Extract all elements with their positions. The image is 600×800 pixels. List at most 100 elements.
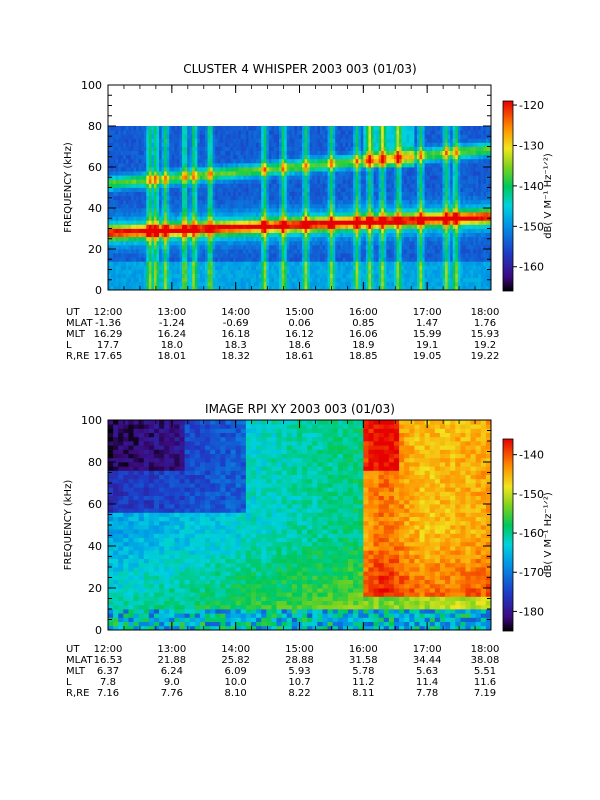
heatmap-cell — [355, 199, 359, 205]
heatmap-cell — [159, 130, 163, 135]
heatmap-cell — [296, 199, 300, 205]
heatmap-cell — [110, 138, 114, 143]
heatmap-cell — [199, 216, 203, 221]
heatmap-cell — [424, 175, 428, 180]
heatmap-cell — [350, 269, 354, 274]
heatmap-cell — [302, 228, 305, 233]
heatmap-cell — [325, 154, 328, 160]
heatmap-cell — [332, 208, 336, 213]
heatmap-cell — [243, 281, 247, 287]
heatmap-cell — [184, 142, 188, 147]
heatmap-cell — [381, 154, 385, 160]
heatmap-cell — [184, 162, 188, 168]
heatmap-cell — [424, 285, 428, 291]
heatmap-cell — [194, 285, 198, 291]
heatmap-cell — [182, 175, 185, 180]
heatmap-cell — [332, 273, 336, 279]
heatmap-cell — [376, 232, 380, 238]
heatmap-cell — [388, 208, 392, 213]
heatmap-cell — [373, 269, 377, 274]
heatmap-cell — [279, 273, 283, 279]
heatmap-cell — [199, 277, 203, 283]
heatmap-cell — [143, 277, 147, 283]
heatmap-cell — [248, 195, 252, 201]
heatmap-cell — [271, 199, 275, 205]
heatmap-cell — [406, 240, 410, 246]
heatmap-cell — [404, 126, 408, 131]
heatmap-cell — [409, 281, 413, 287]
heatmap-cell — [215, 195, 219, 201]
heatmap-cell — [194, 138, 198, 143]
heatmap-cell — [358, 162, 362, 168]
heatmap-cell — [261, 146, 265, 151]
heatmap-cell — [271, 216, 275, 221]
heatmap-cell — [179, 224, 183, 229]
heatmap-cell — [422, 269, 426, 274]
heatmap-cell — [353, 146, 357, 151]
heatmap-cell — [396, 150, 400, 156]
heatmap-cell — [108, 126, 111, 131]
heatmap-cell — [261, 216, 265, 221]
heatmap-cell — [215, 175, 219, 180]
heatmap-cell — [235, 220, 239, 225]
heatmap-cell — [279, 126, 283, 131]
heatmap-cell — [268, 167, 272, 172]
heatmap-cell — [166, 195, 170, 201]
heatmap-cell — [404, 208, 408, 213]
heatmap-cell — [307, 281, 311, 287]
heatmap-cell — [276, 126, 280, 131]
heatmap-cell — [370, 277, 374, 283]
heatmap-cell — [151, 126, 155, 131]
heatmap-cell — [240, 162, 244, 168]
heatmap-cell — [409, 146, 413, 151]
heatmap-cell — [159, 261, 163, 266]
heatmap-cell — [128, 179, 132, 184]
heatmap-cell — [419, 154, 423, 160]
heatmap-cell — [322, 216, 326, 221]
heatmap-cell — [271, 179, 275, 184]
heatmap-cell — [151, 154, 155, 160]
heatmap-cell — [388, 269, 392, 274]
heatmap-cell — [194, 191, 198, 197]
heatmap-cell — [340, 130, 344, 135]
heatmap-cell — [332, 191, 336, 197]
heatmap-cell — [120, 261, 124, 266]
heatmap-cell — [365, 232, 369, 238]
heatmap-cell — [115, 130, 119, 135]
heatmap-cell — [393, 154, 397, 160]
heatmap-cell — [238, 261, 242, 266]
heatmap-cell — [406, 167, 410, 172]
heatmap-cell — [182, 224, 185, 229]
heatmap-cell — [289, 244, 293, 250]
heatmap-cell — [217, 130, 221, 135]
heatmap-cell — [419, 158, 423, 164]
heatmap-cell — [228, 273, 231, 279]
heatmap-cell — [238, 249, 242, 254]
heatmap-cell — [253, 232, 257, 238]
heatmap-cell — [192, 281, 196, 287]
heatmap-cell — [179, 154, 183, 160]
heatmap-cell — [205, 191, 208, 197]
heatmap-cell — [263, 142, 267, 147]
heatmap-cell — [207, 265, 211, 270]
heatmap-cell — [151, 175, 155, 180]
heatmap-cell — [322, 269, 326, 274]
heatmap-cell — [291, 273, 295, 279]
heatmap-cell — [302, 253, 305, 258]
heatmap-cell — [340, 232, 344, 238]
heatmap-cell — [245, 175, 249, 180]
heatmap-cell — [332, 261, 336, 266]
heatmap-cell — [322, 244, 326, 250]
heatmap-cell — [240, 261, 244, 266]
heatmap-cell — [332, 126, 336, 131]
heatmap-cell — [228, 285, 231, 291]
heatmap-cell — [368, 269, 372, 274]
heatmap-cell — [373, 220, 377, 225]
heatmap-cell — [258, 150, 262, 156]
heatmap-cell — [322, 142, 326, 147]
heatmap-cell — [296, 216, 300, 221]
heatmap-cell — [319, 154, 323, 160]
heatmap-cell — [335, 277, 339, 283]
heatmap-cell — [220, 187, 224, 192]
heatmap-cell — [340, 281, 344, 287]
